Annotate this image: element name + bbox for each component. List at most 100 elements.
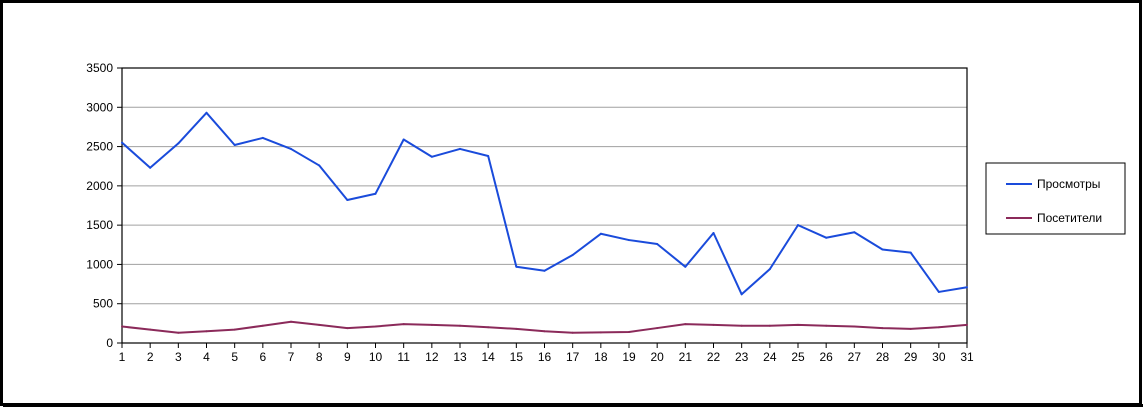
y-tick-label: 0 xyxy=(106,336,113,350)
x-axis: 1 2 3 4 5 6 7 8 9 10 11 12 13 14 15 16 17 18 19 20 21 22 23 24 2… xyxy=(119,343,974,364)
data-point xyxy=(909,327,912,330)
data-point xyxy=(768,324,771,327)
x-tick-label: 20 xyxy=(650,350,664,364)
data-point xyxy=(825,324,828,327)
data-point xyxy=(261,324,264,327)
x-tick-label: 12 xyxy=(425,350,439,364)
y-tick-label: 500 xyxy=(93,297,113,311)
legend-label-posetiteli: Посетители xyxy=(1037,211,1102,225)
data-point xyxy=(121,141,123,144)
data-point xyxy=(571,331,574,334)
data-point xyxy=(966,286,968,289)
x-tick-label: 14 xyxy=(481,350,495,364)
data-point xyxy=(515,265,518,268)
data-point xyxy=(290,147,292,150)
y-tick-label: 3500 xyxy=(86,61,113,75)
y-tick-label: 1000 xyxy=(86,257,113,271)
x-tick-label: 28 xyxy=(876,350,890,364)
x-tick-label: 3 xyxy=(175,350,182,364)
x-tick-label: 17 xyxy=(566,350,580,364)
x-tick-label: 7 xyxy=(288,350,295,364)
plot-area-border xyxy=(121,67,968,344)
data-point xyxy=(825,236,828,239)
data-point xyxy=(684,265,687,268)
x-tick-label: 21 xyxy=(679,350,693,364)
data-point xyxy=(881,327,884,330)
data-point xyxy=(543,269,546,272)
legend-label-prosmotry: Просмотры xyxy=(1037,177,1100,191)
data-point xyxy=(459,147,461,150)
data-point xyxy=(233,328,236,331)
data-point xyxy=(599,232,602,235)
data-point xyxy=(318,164,321,167)
y-tick-label: 3000 xyxy=(86,100,113,114)
x-tick-label: 8 xyxy=(316,350,323,364)
data-point xyxy=(937,290,940,293)
data-point xyxy=(149,166,152,169)
x-tick-label: 23 xyxy=(735,350,749,364)
data-point xyxy=(290,320,292,323)
data-point xyxy=(177,331,180,334)
data-point xyxy=(261,136,264,139)
y-tick-label: 2500 xyxy=(86,140,113,154)
data-point xyxy=(628,331,630,333)
y-axis: 0 500 1000 1500 2000 2500 3000 3500 xyxy=(86,61,122,350)
data-point xyxy=(205,330,208,333)
series-lines xyxy=(121,111,968,334)
x-tick-label: 15 xyxy=(510,350,524,364)
data-point xyxy=(121,325,123,328)
x-tick-label: 29 xyxy=(904,350,918,364)
data-point xyxy=(656,243,659,245)
x-tick-label: 31 xyxy=(960,350,974,364)
data-point xyxy=(346,327,349,330)
data-point xyxy=(853,231,856,234)
data-point xyxy=(599,331,602,334)
data-point xyxy=(797,323,799,326)
data-point xyxy=(909,251,912,254)
y-tick-label: 2000 xyxy=(86,179,113,193)
data-point xyxy=(430,155,433,158)
legend-box xyxy=(985,162,1126,235)
data-point xyxy=(966,323,968,326)
x-tick-label: 16 xyxy=(538,350,552,364)
x-tick-label: 19 xyxy=(622,350,636,364)
data-point xyxy=(515,327,518,330)
data-point xyxy=(402,323,405,326)
x-tick-label: 18 xyxy=(594,350,608,364)
data-point xyxy=(768,268,771,271)
x-tick-label: 9 xyxy=(344,350,351,364)
x-tick-label: 13 xyxy=(453,350,467,364)
data-point xyxy=(684,323,687,326)
x-tick-label: 2 xyxy=(147,350,154,364)
data-point xyxy=(402,138,405,141)
data-point xyxy=(459,324,461,327)
data-point xyxy=(346,199,349,201)
x-tick-label: 1 xyxy=(119,350,126,364)
data-point xyxy=(318,323,321,326)
data-point xyxy=(853,325,856,328)
x-tick-label: 4 xyxy=(203,350,210,364)
data-point xyxy=(740,324,743,327)
data-point xyxy=(712,323,715,326)
data-point xyxy=(656,327,659,330)
legend: Просмотры Посетители xyxy=(985,162,1126,235)
data-point xyxy=(571,254,574,256)
data-point xyxy=(881,248,884,251)
x-tick-label: 25 xyxy=(791,350,805,364)
x-tick-label: 5 xyxy=(231,350,238,364)
data-point xyxy=(628,239,630,242)
data-point xyxy=(233,144,236,146)
x-tick-label: 6 xyxy=(259,350,266,364)
outer-border-shadow xyxy=(3,404,1143,407)
data-point xyxy=(740,293,743,296)
data-point xyxy=(430,323,433,326)
x-tick-label: 10 xyxy=(369,350,383,364)
x-tick-label: 30 xyxy=(932,350,946,364)
x-tick-label: 26 xyxy=(819,350,833,364)
x-tick-label: 11 xyxy=(397,350,410,364)
data-point xyxy=(487,326,490,329)
data-point xyxy=(487,155,490,157)
data-point xyxy=(205,111,208,114)
data-point xyxy=(149,328,152,331)
